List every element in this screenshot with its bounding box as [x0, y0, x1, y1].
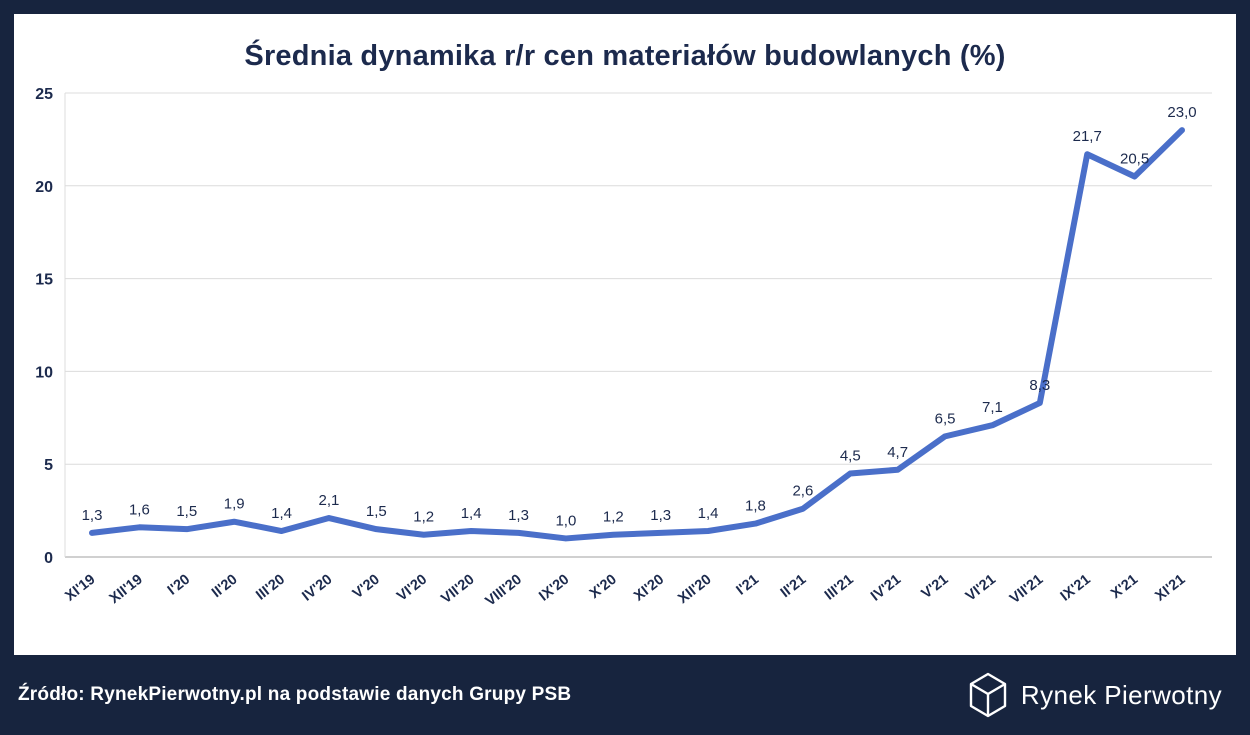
svg-text:1,8: 1,8 — [745, 498, 766, 515]
chart-title: Średnia dynamika r/r cen materiałów budo… — [244, 40, 1006, 72]
line-chart-svg: 0 5 10 15 20 25 XI'19 XII'19 I'20 II'20 III'20 IV'2… — [35, 86, 1212, 610]
svg-text:XII'20: XII'20 — [675, 572, 714, 608]
svg-text:XII'19: XII'19 — [107, 572, 146, 608]
svg-text:II'21: II'21 — [778, 572, 810, 602]
svg-text:I'21: I'21 — [733, 572, 761, 599]
svg-text:VII'21: VII'21 — [1007, 572, 1046, 608]
svg-text:1,5: 1,5 — [176, 503, 197, 520]
svg-text:1,3: 1,3 — [508, 507, 529, 524]
svg-text:III'20: III'20 — [253, 572, 288, 604]
svg-text:III'21: III'21 — [822, 572, 857, 604]
svg-text:VII'20: VII'20 — [438, 572, 477, 608]
rynek-pierwotny-logo: Rynek Pierwotny — [967, 671, 1222, 719]
svg-text:IX'20: IX'20 — [536, 572, 572, 605]
svg-text:VI'20: VI'20 — [394, 572, 430, 605]
svg-text:X'21: X'21 — [1108, 572, 1141, 603]
svg-text:1,5: 1,5 — [366, 503, 387, 520]
svg-text:1,3: 1,3 — [650, 507, 671, 524]
svg-text:1,2: 1,2 — [413, 509, 434, 526]
cube-logo-icon — [969, 672, 1007, 718]
svg-text:V'20: V'20 — [350, 572, 383, 603]
svg-text:1,4: 1,4 — [461, 505, 482, 522]
line-chart: 0 5 10 15 20 25 XI'19 XII'19 I'20 II'20 III'20 IV'2… — [14, 79, 1236, 631]
logo-text: Rynek Pierwotny — [1020, 679, 1222, 710]
svg-text:I'20: I'20 — [165, 572, 193, 599]
svg-text:23,0: 23,0 — [1167, 104, 1196, 121]
svg-text:7,1: 7,1 — [982, 399, 1003, 416]
svg-text:2,1: 2,1 — [319, 492, 340, 509]
svg-text:1,9: 1,9 — [224, 496, 245, 513]
svg-text:1,4: 1,4 — [698, 505, 719, 522]
svg-text:1,4: 1,4 — [271, 505, 292, 522]
svg-text:10: 10 — [35, 364, 53, 381]
svg-text:II'20: II'20 — [209, 572, 241, 602]
svg-text:IX'21: IX'21 — [1058, 572, 1094, 605]
svg-text:XI'19: XI'19 — [62, 572, 98, 605]
svg-text:5: 5 — [44, 457, 53, 474]
svg-text:8,3: 8,3 — [1029, 377, 1050, 394]
svg-text:6,5: 6,5 — [935, 410, 956, 427]
svg-text:20,5: 20,5 — [1120, 151, 1149, 168]
svg-text:15: 15 — [35, 272, 53, 289]
svg-text:XI'21: XI'21 — [1152, 572, 1188, 605]
svg-text:IV'21: IV'21 — [868, 572, 904, 605]
svg-text:0: 0 — [44, 550, 53, 567]
svg-text:1,2: 1,2 — [603, 509, 624, 526]
svg-text:4,7: 4,7 — [887, 444, 908, 461]
svg-text:25: 25 — [35, 86, 53, 103]
svg-text:4,5: 4,5 — [840, 447, 861, 464]
svg-text:2,6: 2,6 — [792, 483, 813, 500]
svg-text:X'20: X'20 — [587, 572, 620, 603]
svg-text:1,0: 1,0 — [555, 512, 576, 529]
svg-text:VI'21: VI'21 — [963, 572, 999, 605]
source-text: Źródło: RynekPierwotny.pl na podstawie d… — [18, 684, 572, 705]
svg-text:IV'20: IV'20 — [299, 572, 335, 605]
chart-card: Średnia dynamika r/r cen materiałów budo… — [14, 14, 1236, 655]
svg-text:20: 20 — [35, 179, 53, 196]
svg-text:21,7: 21,7 — [1073, 128, 1102, 145]
svg-text:1,3: 1,3 — [82, 507, 103, 524]
footer-bar: Źródło: RynekPierwotny.pl na podstawie d… — [0, 655, 1250, 735]
svg-text:XI'20: XI'20 — [631, 572, 667, 605]
svg-text:1,6: 1,6 — [129, 501, 150, 518]
svg-text:VIII'20: VIII'20 — [483, 572, 525, 610]
svg-text:V'21: V'21 — [919, 572, 952, 603]
